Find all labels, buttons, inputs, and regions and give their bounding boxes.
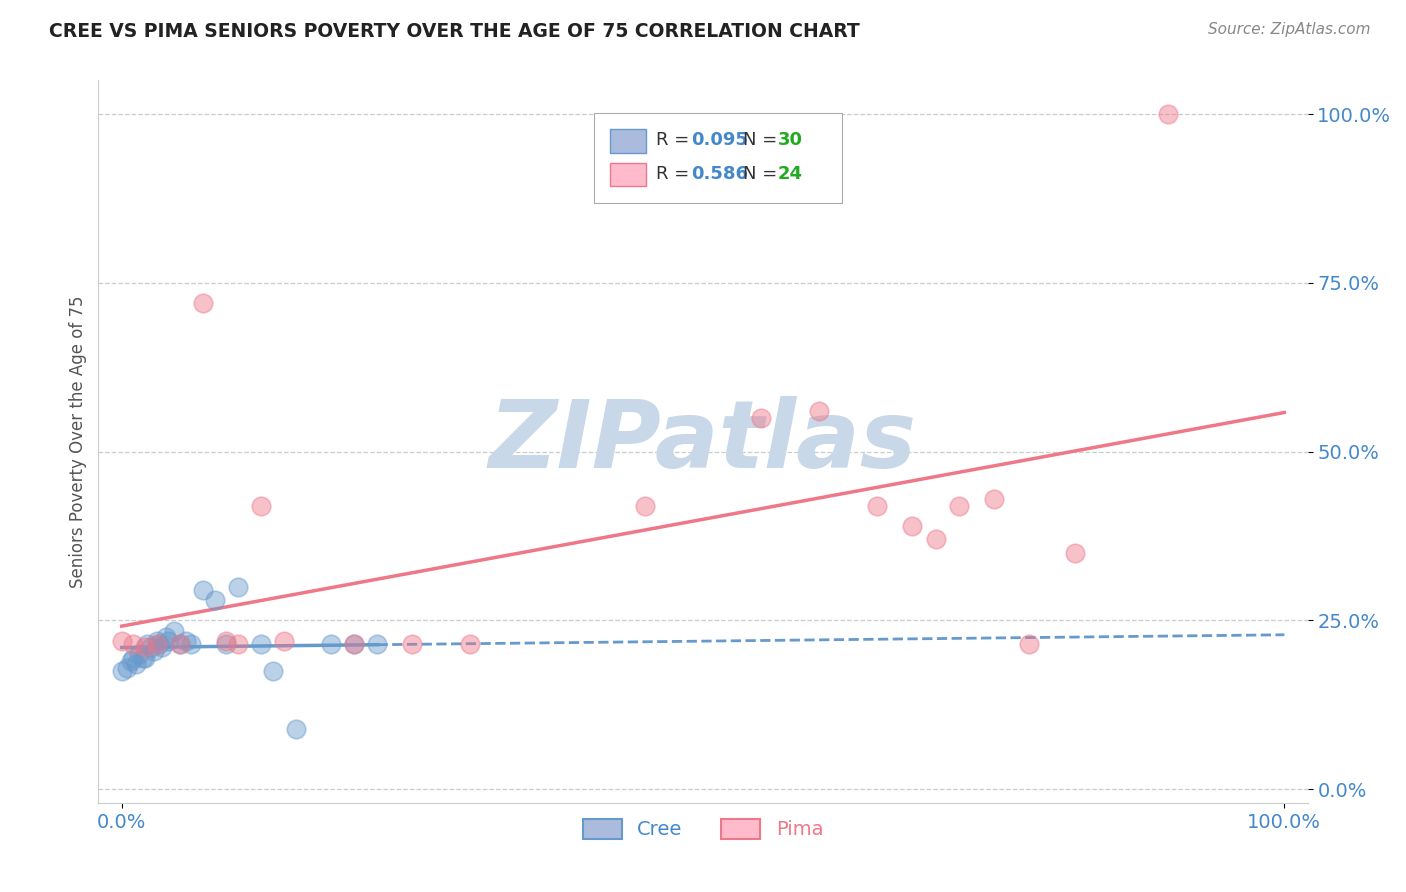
Point <box>749 411 772 425</box>
Point <box>215 633 238 648</box>
Text: N =: N = <box>742 131 783 149</box>
Point <box>808 404 831 418</box>
Point <box>460 637 482 651</box>
Point <box>117 661 139 675</box>
Point <box>343 637 366 651</box>
Y-axis label: Seniors Poverty Over the Age of 75: Seniors Poverty Over the Age of 75 <box>69 295 87 588</box>
Point <box>134 650 156 665</box>
Text: 24: 24 <box>778 165 803 183</box>
Text: R =: R = <box>655 165 695 183</box>
Point <box>131 650 153 665</box>
Point <box>143 644 166 658</box>
Point <box>366 637 388 651</box>
Text: CREE VS PIMA SENIORS POVERTY OVER THE AGE OF 75 CORRELATION CHART: CREE VS PIMA SENIORS POVERTY OVER THE AG… <box>49 22 860 41</box>
Point <box>901 519 924 533</box>
Point <box>319 637 342 651</box>
Point <box>145 637 167 651</box>
Point <box>204 593 226 607</box>
Point <box>148 637 170 651</box>
Point <box>120 654 142 668</box>
Text: 0.586: 0.586 <box>690 165 748 183</box>
Point <box>136 637 159 651</box>
Text: R =: R = <box>655 131 695 149</box>
Point <box>191 296 214 310</box>
Point <box>122 637 145 651</box>
Point <box>401 637 423 651</box>
Point <box>634 499 657 513</box>
Point <box>111 633 134 648</box>
Point <box>134 640 156 655</box>
Text: ZIPatlas: ZIPatlas <box>489 395 917 488</box>
Point <box>128 647 150 661</box>
Point <box>285 722 308 736</box>
Point <box>139 640 162 655</box>
FancyBboxPatch shape <box>595 112 842 203</box>
Point <box>226 580 249 594</box>
Point <box>924 533 946 547</box>
Point <box>180 637 202 651</box>
Point <box>1018 637 1040 651</box>
Point <box>169 637 191 651</box>
Point <box>150 640 173 655</box>
Point <box>155 631 177 645</box>
Point <box>273 633 295 648</box>
Point <box>250 499 273 513</box>
Point <box>157 633 180 648</box>
Text: 30: 30 <box>778 131 803 149</box>
Point <box>169 637 191 651</box>
Point <box>215 637 238 651</box>
Bar <box>610 162 647 186</box>
Point <box>122 650 145 665</box>
Point <box>866 499 889 513</box>
Point <box>226 637 249 651</box>
Text: Source: ZipAtlas.com: Source: ZipAtlas.com <box>1208 22 1371 37</box>
Point <box>145 633 167 648</box>
Legend: Cree, Pima: Cree, Pima <box>575 811 831 847</box>
Point <box>174 633 197 648</box>
Point <box>124 657 146 672</box>
Point <box>983 491 1005 506</box>
Point <box>343 637 366 651</box>
Point <box>250 637 273 651</box>
Text: N =: N = <box>742 165 783 183</box>
Bar <box>610 128 647 153</box>
Point <box>163 624 186 638</box>
Point <box>1064 546 1087 560</box>
Point <box>948 499 970 513</box>
Point <box>111 664 134 678</box>
Point <box>191 583 214 598</box>
Point <box>262 664 284 678</box>
Text: 0.095: 0.095 <box>690 131 748 149</box>
Point <box>1157 107 1180 121</box>
